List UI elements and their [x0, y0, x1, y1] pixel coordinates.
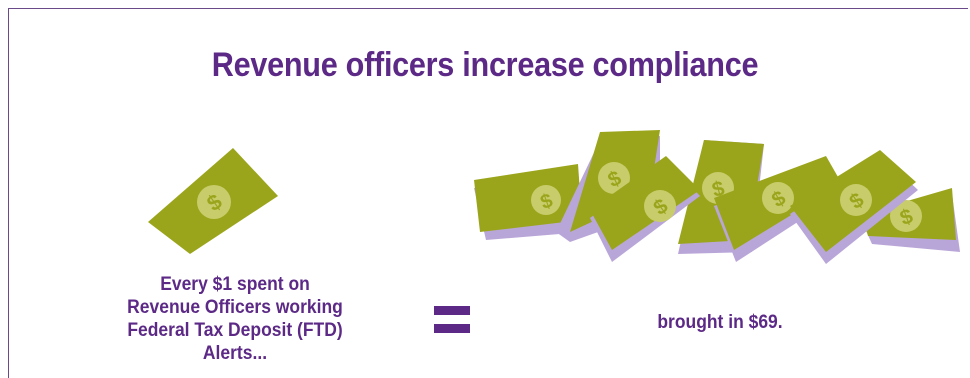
money-stack: $: [790, 150, 918, 264]
money-stack: $: [590, 156, 700, 262]
content-frame: [8, 8, 968, 378]
money-stack: $: [862, 188, 960, 252]
dollar-bill-icon: $: [148, 148, 278, 254]
return-caption: brought in $69.: [657, 312, 783, 333]
money-stack: $: [474, 164, 584, 240]
spend-caption-line: Every $1 spent on: [160, 274, 310, 295]
page-title: Revenue officers increase compliance: [211, 46, 759, 84]
money-stack-icon: $ $ $ $ $ $: [474, 130, 960, 264]
spend-caption: Every $1 spent on Revenue Officers worki…: [111, 273, 359, 365]
spend-caption-line: Revenue Officers working: [127, 297, 343, 318]
money-stack: $: [714, 156, 844, 262]
spend-caption-line: Federal Tax Deposit (FTD) Alerts...: [127, 320, 343, 364]
equals-sign: [434, 306, 470, 333]
